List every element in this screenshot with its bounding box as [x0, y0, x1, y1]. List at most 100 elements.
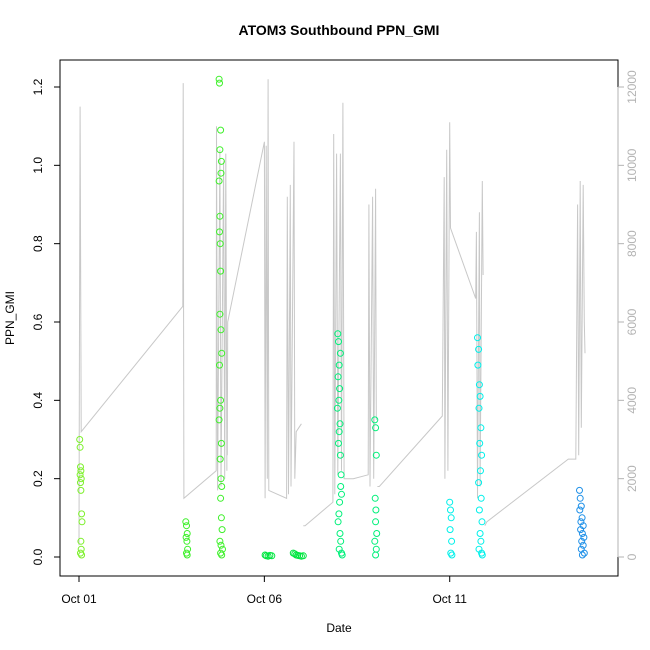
- data-point: [217, 494, 225, 502]
- data-point: [218, 526, 226, 534]
- data-point: [477, 424, 485, 432]
- data-point: [335, 396, 343, 404]
- data-point: [182, 533, 190, 541]
- data-point: [576, 486, 583, 494]
- data-point: [371, 494, 379, 502]
- data-point: [373, 530, 381, 537]
- data-point: [216, 79, 223, 87]
- y-tick-label: 0.2: [31, 470, 45, 487]
- y-tick-label: 1.2: [31, 78, 45, 95]
- data-point: [184, 545, 192, 553]
- data-point: [476, 439, 484, 447]
- data-point: [216, 240, 224, 248]
- y-tick-label: 0.0: [31, 548, 45, 565]
- data-point: [577, 518, 585, 526]
- data-point: [336, 498, 344, 506]
- data-point: [335, 545, 343, 553]
- data-point: [474, 361, 482, 369]
- data-point: [578, 537, 586, 545]
- data-point: [76, 471, 84, 479]
- data-point: [77, 486, 85, 494]
- line-series-0: [78, 83, 228, 546]
- data-point: [475, 479, 483, 487]
- y2-tick-label: 4000: [625, 387, 639, 414]
- data-point: [216, 404, 224, 412]
- data-point: [183, 537, 191, 545]
- data-point: [77, 467, 85, 475]
- data-point: [578, 551, 586, 559]
- data-point: [299, 552, 307, 560]
- data-point: [217, 396, 225, 404]
- data-point: [78, 518, 86, 526]
- data-point: [216, 361, 223, 369]
- data-point: [475, 404, 483, 412]
- data-point: [335, 439, 342, 447]
- data-point: [77, 537, 85, 545]
- data-point: [372, 424, 380, 432]
- data-point: [372, 506, 380, 514]
- data-point: [579, 541, 587, 549]
- data-point: [337, 471, 345, 479]
- data-point: [182, 518, 190, 526]
- data-point: [183, 551, 191, 559]
- data-point: [336, 385, 344, 393]
- x-tick-label: Oct 01: [61, 592, 97, 606]
- data-point: [77, 479, 84, 487]
- data-point: [335, 428, 343, 436]
- data-point: [334, 330, 342, 338]
- axes: Oct 01 Oct 06 Oct 11 0.0 0.2 0.4 0.6 0.8 1.0 1.2 0…: [31, 70, 639, 606]
- data-point: [77, 463, 84, 471]
- data-point: [478, 551, 486, 559]
- data-point: [448, 551, 456, 559]
- data-point: [475, 506, 483, 514]
- data-point: [218, 551, 226, 559]
- y-axis-label: PPN_GMI: [3, 291, 17, 345]
- data-point: [215, 416, 223, 424]
- data-point: [372, 518, 380, 526]
- data-point: [372, 545, 380, 553]
- y2-tick-label: 0: [625, 553, 639, 560]
- data-point: [577, 526, 585, 534]
- data-point: [218, 483, 226, 490]
- y-tick-label: 1.0: [31, 157, 45, 174]
- data-point: [477, 537, 485, 545]
- data-point: [371, 537, 379, 545]
- data-point: [476, 530, 484, 537]
- data-point: [477, 494, 485, 502]
- data-point: [268, 552, 276, 560]
- data-point: [372, 451, 380, 459]
- data-point: [475, 381, 483, 389]
- line-series-1: [226, 79, 302, 500]
- data-point: [371, 416, 379, 424]
- line-series-2: [303, 102, 377, 527]
- data-point: [476, 392, 484, 400]
- data-point: [337, 537, 345, 545]
- line-series-4: [484, 180, 586, 526]
- data-point: [576, 494, 584, 502]
- data-point: [216, 310, 224, 318]
- data-point: [576, 506, 584, 514]
- data-point: [216, 146, 224, 154]
- data-point: [77, 475, 85, 483]
- data-point: [215, 75, 223, 83]
- chart-title: ATOM3 Southbound PPN_GMI: [239, 22, 440, 38]
- data-point: [447, 514, 455, 522]
- data-point: [448, 537, 456, 545]
- y-tick-label: 0.6: [31, 313, 45, 330]
- data-point: [447, 506, 454, 514]
- data-point: [217, 541, 225, 549]
- data-point: [217, 126, 225, 134]
- data-point: [338, 490, 345, 498]
- x-tick-label: Oct 06: [247, 592, 283, 606]
- data-point: [217, 169, 225, 177]
- data-point: [183, 522, 190, 530]
- x-axis-label: Date: [326, 621, 352, 635]
- data-point: [217, 514, 225, 522]
- line-layer: [78, 79, 586, 546]
- y-tick-label: 0.8: [31, 235, 45, 252]
- data-point: [334, 373, 342, 381]
- data-point: [76, 436, 84, 443]
- data-point: [216, 212, 224, 220]
- data-point: [335, 361, 343, 369]
